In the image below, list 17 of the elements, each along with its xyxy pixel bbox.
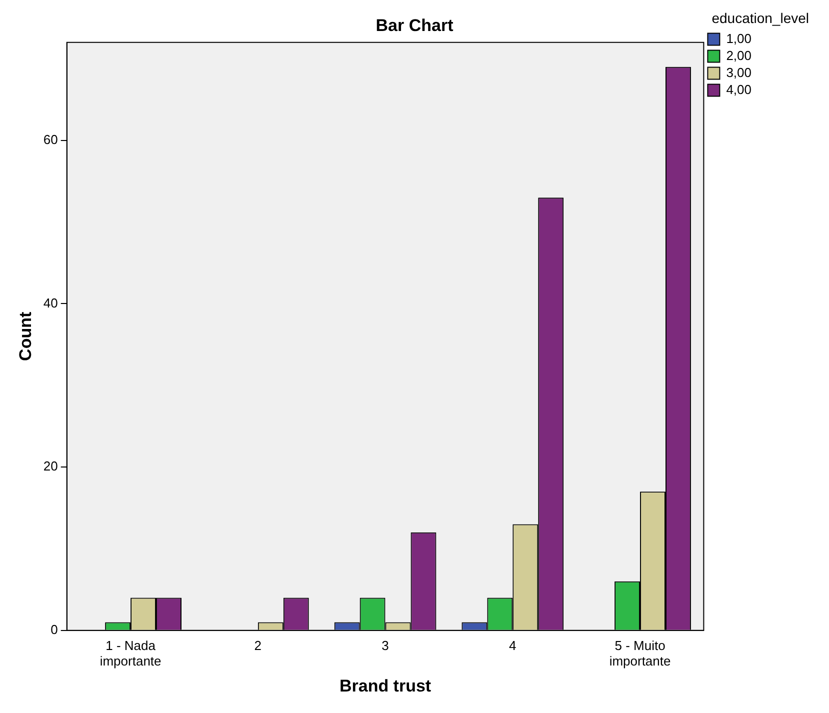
legend-title: education_level [712, 10, 809, 26]
x-tick-label: 4 [509, 638, 516, 653]
y-tick-label: 0 [50, 622, 58, 637]
legend-label: 1,00 [726, 30, 752, 46]
y-axis-title: Count [16, 312, 35, 361]
y-tick-label: 20 [43, 458, 58, 474]
y-tick-label: 40 [43, 295, 58, 310]
x-axis-title: Brand trust [339, 676, 432, 696]
x-tick-label: 5 - Muito importante [609, 638, 671, 668]
legend-label: 2,00 [726, 48, 752, 63]
legend-label: 4,00 [726, 82, 752, 97]
legend-label: 3,00 [726, 64, 752, 80]
chart-title: Bar Chart [376, 16, 454, 35]
x-tick-label: 1 - Nada importante [100, 638, 162, 668]
y-tick-label: 60 [43, 132, 58, 147]
x-tick-label: 2 [254, 638, 262, 653]
x-tick-label: 3 [382, 638, 389, 653]
